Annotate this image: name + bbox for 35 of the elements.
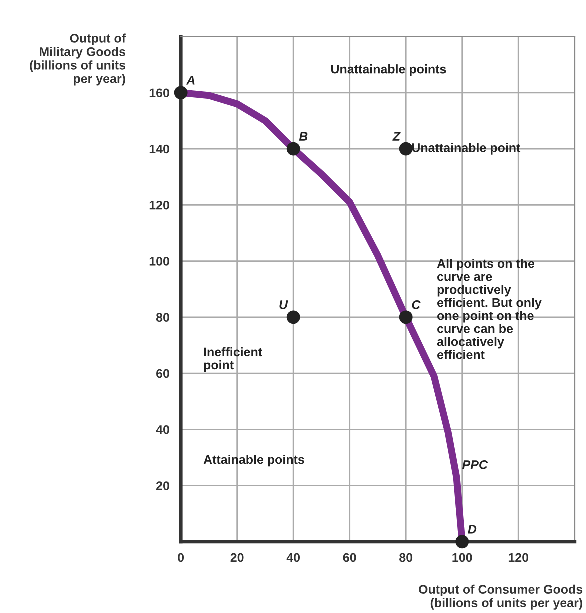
y-tick-label: 140 [150,144,170,154]
annotation: Unattainable point [412,143,521,155]
point [286,310,300,324]
x-axis-title: Output of Consumer Goods (billions of units per year) [419,584,583,610]
point [286,142,300,156]
y-axis-title: Output of Military Goods (billions of units per year) [30,34,126,86]
x-tick-label: 0 [178,553,184,562]
y-tick-label: 20 [156,482,170,490]
point [399,310,413,324]
annotation: PPC [462,460,488,470]
annotation: Attainable points [204,455,304,467]
point [456,535,470,549]
annotation: Z [392,132,401,141]
annotation: All points on the curve are productively efficient. But only one point on the curve can be allocatively efficient [437,259,542,360]
annotation: A [186,76,195,85]
point [174,86,188,100]
y-tick-label: 100 [150,257,170,266]
x-tick-label: 60 [343,553,356,562]
annotation: C [412,300,421,310]
annotation: B [299,132,308,141]
x-tick-label: 40 [286,553,300,562]
x-tick-label: 120 [508,553,529,562]
annotation: U [280,300,288,310]
x-tick-label: 20 [230,553,244,562]
y-tick-label: 160 [150,88,170,98]
annotation: Unattainable points [331,64,446,76]
x-tick-label: 80 [400,553,413,562]
x-tick-label: 100 [452,553,472,562]
annotation: Inefficient point [204,347,262,372]
annotation: D [468,525,477,534]
y-tick-label: 60 [156,369,170,378]
y-tick-label: 120 [150,200,170,210]
y-tick-label: 80 [156,313,170,322]
y-tick-label: 40 [156,425,170,434]
point [399,142,413,156]
